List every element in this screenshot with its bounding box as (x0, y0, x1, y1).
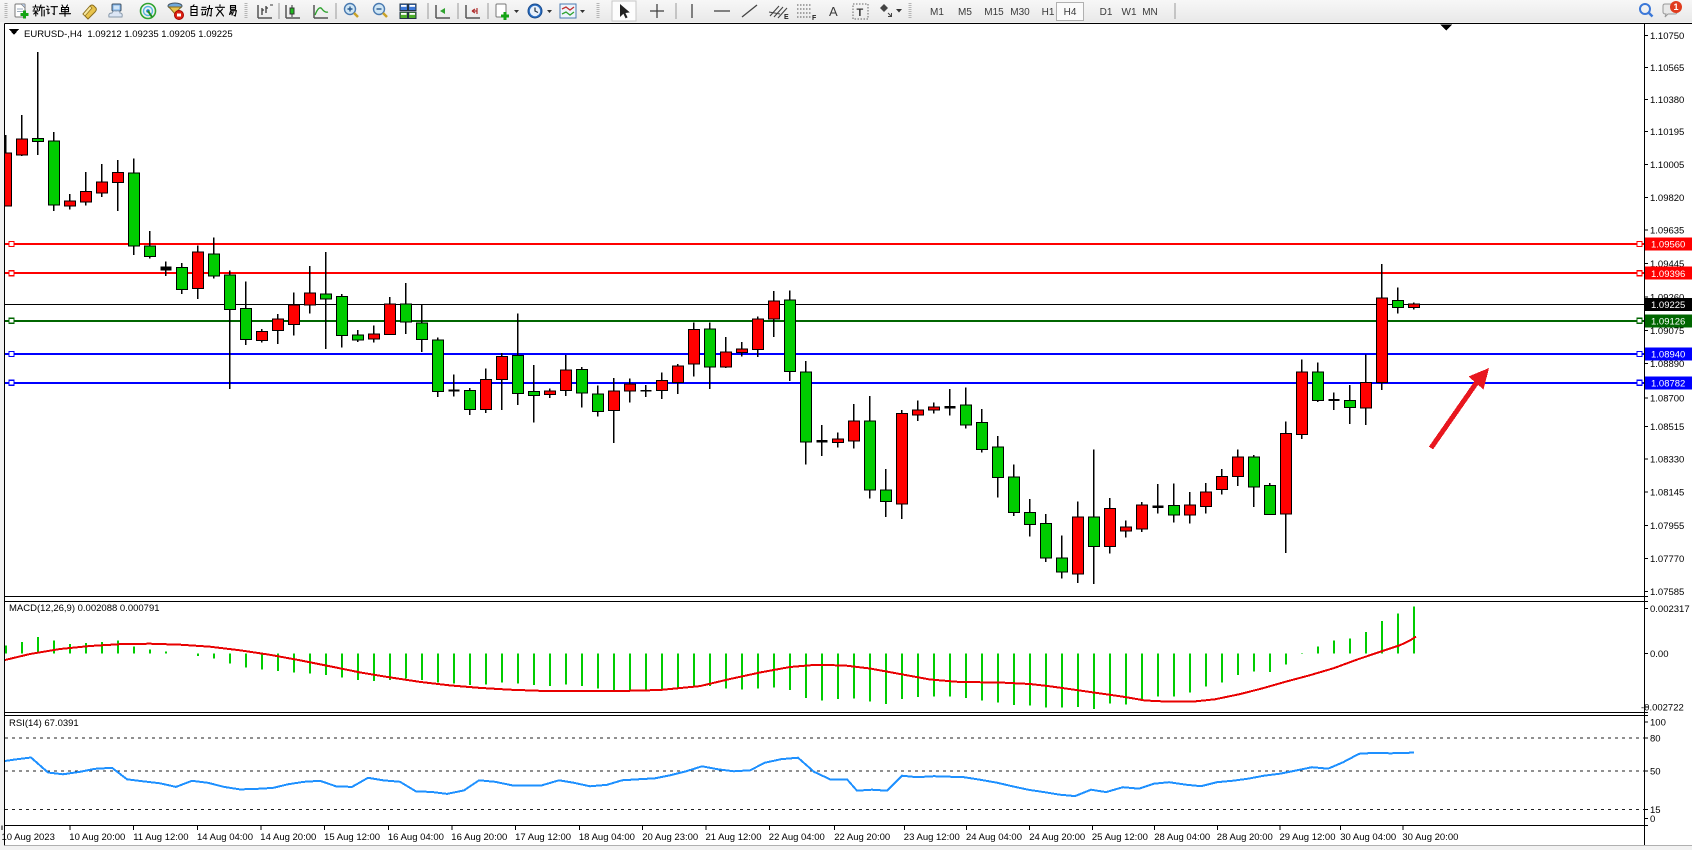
svg-text:T: T (857, 7, 864, 19)
svg-text:24 Aug 20:00: 24 Aug 20:00 (1029, 832, 1085, 843)
svg-text:25 Aug 12:00: 25 Aug 12:00 (1092, 832, 1148, 843)
svg-text:1.08700: 1.08700 (1650, 394, 1684, 405)
svg-text:MACD(12,26,9) 0.002088 0.00079: MACD(12,26,9) 0.002088 0.000791 (9, 603, 160, 614)
svg-text:100: 100 (1650, 718, 1666, 729)
svg-text:50: 50 (1650, 767, 1661, 778)
svg-text:29 Aug 12:00: 29 Aug 12:00 (1280, 832, 1336, 843)
svg-text:14 Aug 20:00: 14 Aug 20:00 (260, 832, 316, 843)
svg-text:0: 0 (1650, 814, 1655, 825)
svg-text:1.09126: 1.09126 (1651, 317, 1685, 328)
svg-text:22 Aug 20:00: 22 Aug 20:00 (834, 832, 890, 843)
svg-text:1.09075: 1.09075 (1650, 326, 1684, 337)
svg-text:28 Aug 20:00: 28 Aug 20:00 (1217, 832, 1273, 843)
svg-text:1.08890: 1.08890 (1650, 359, 1684, 370)
svg-text:E: E (784, 14, 789, 21)
svg-text:F: F (812, 15, 817, 22)
svg-text:EURUSD-,H4 1.09212 1.09235 1.: EURUSD-,H4 1.09212 1.09235 1.09205 1.092… (24, 29, 233, 40)
svg-text:M15: M15 (984, 7, 1004, 18)
svg-text:1.08940: 1.08940 (1651, 350, 1685, 361)
svg-text:0.002317: 0.002317 (1650, 604, 1690, 615)
svg-text:15 Aug 12:00: 15 Aug 12:00 (324, 832, 380, 843)
svg-text:21 Aug 12:00: 21 Aug 12:00 (706, 832, 762, 843)
svg-text:1.09560: 1.09560 (1651, 240, 1685, 251)
svg-text:16 Aug 04:00: 16 Aug 04:00 (388, 832, 444, 843)
svg-text:22 Aug 04:00: 22 Aug 04:00 (769, 832, 825, 843)
svg-text:1.10005: 1.10005 (1650, 160, 1684, 171)
svg-text:M5: M5 (958, 7, 972, 18)
svg-text:80: 80 (1650, 734, 1661, 745)
svg-text:14 Aug 04:00: 14 Aug 04:00 (197, 832, 253, 843)
svg-text:30 Aug 04:00: 30 Aug 04:00 (1340, 832, 1396, 843)
svg-text:11 Aug 12:00: 11 Aug 12:00 (133, 832, 188, 843)
svg-text:30 Aug 20:00: 30 Aug 20:00 (1402, 832, 1458, 843)
svg-text:1.08782: 1.08782 (1651, 379, 1685, 390)
svg-text:17 Aug 12:00: 17 Aug 12:00 (515, 832, 571, 843)
svg-text:1.09820: 1.09820 (1650, 193, 1684, 204)
svg-text:H1: H1 (1042, 7, 1055, 18)
svg-text:1.09225: 1.09225 (1651, 300, 1685, 311)
svg-text:28 Aug 04:00: 28 Aug 04:00 (1154, 832, 1210, 843)
svg-text:1.10565: 1.10565 (1650, 63, 1684, 74)
svg-text:24 Aug 04:00: 24 Aug 04:00 (966, 832, 1022, 843)
svg-text:1.07770: 1.07770 (1650, 554, 1684, 565)
svg-text:1.09635: 1.09635 (1650, 226, 1684, 237)
svg-text:10 Aug 2023: 10 Aug 2023 (2, 832, 55, 843)
svg-text:1.07955: 1.07955 (1650, 521, 1684, 532)
svg-text:1.08330: 1.08330 (1650, 455, 1684, 466)
svg-text:10 Aug 20:00: 10 Aug 20:00 (69, 832, 125, 843)
svg-text:16 Aug 20:00: 16 Aug 20:00 (451, 832, 507, 843)
svg-text:1.09260: 1.09260 (1650, 292, 1684, 303)
svg-text:20 Aug 23:00: 20 Aug 23:00 (642, 832, 698, 843)
svg-text:RSI(14) 67.0391: RSI(14) 67.0391 (9, 718, 79, 729)
svg-text:1.07585: 1.07585 (1650, 587, 1684, 598)
svg-text:15: 15 (1650, 805, 1661, 816)
svg-text:MN: MN (1142, 7, 1158, 18)
svg-text:1.09396: 1.09396 (1651, 269, 1685, 280)
svg-text:1.09445: 1.09445 (1650, 259, 1684, 270)
svg-text:H4: H4 (1064, 7, 1077, 18)
svg-text:1.10380: 1.10380 (1650, 95, 1684, 106)
svg-text:1.08145: 1.08145 (1650, 488, 1684, 499)
svg-text:0.00: 0.00 (1650, 649, 1669, 660)
svg-text:1.10750: 1.10750 (1650, 31, 1684, 42)
svg-text:M1: M1 (930, 7, 944, 18)
svg-text:23 Aug 12:00: 23 Aug 12:00 (904, 832, 960, 843)
svg-text:18 Aug 04:00: 18 Aug 04:00 (579, 832, 635, 843)
svg-text:-0.002722: -0.002722 (1641, 703, 1684, 714)
svg-text:1: 1 (1673, 2, 1678, 12)
svg-text:1.10195: 1.10195 (1650, 127, 1684, 138)
svg-text:M30: M30 (1010, 7, 1030, 18)
svg-text:W1: W1 (1122, 7, 1137, 18)
svg-text:1.08515: 1.08515 (1650, 422, 1684, 433)
svg-text:A: A (829, 4, 838, 19)
svg-text:D1: D1 (1100, 7, 1113, 18)
